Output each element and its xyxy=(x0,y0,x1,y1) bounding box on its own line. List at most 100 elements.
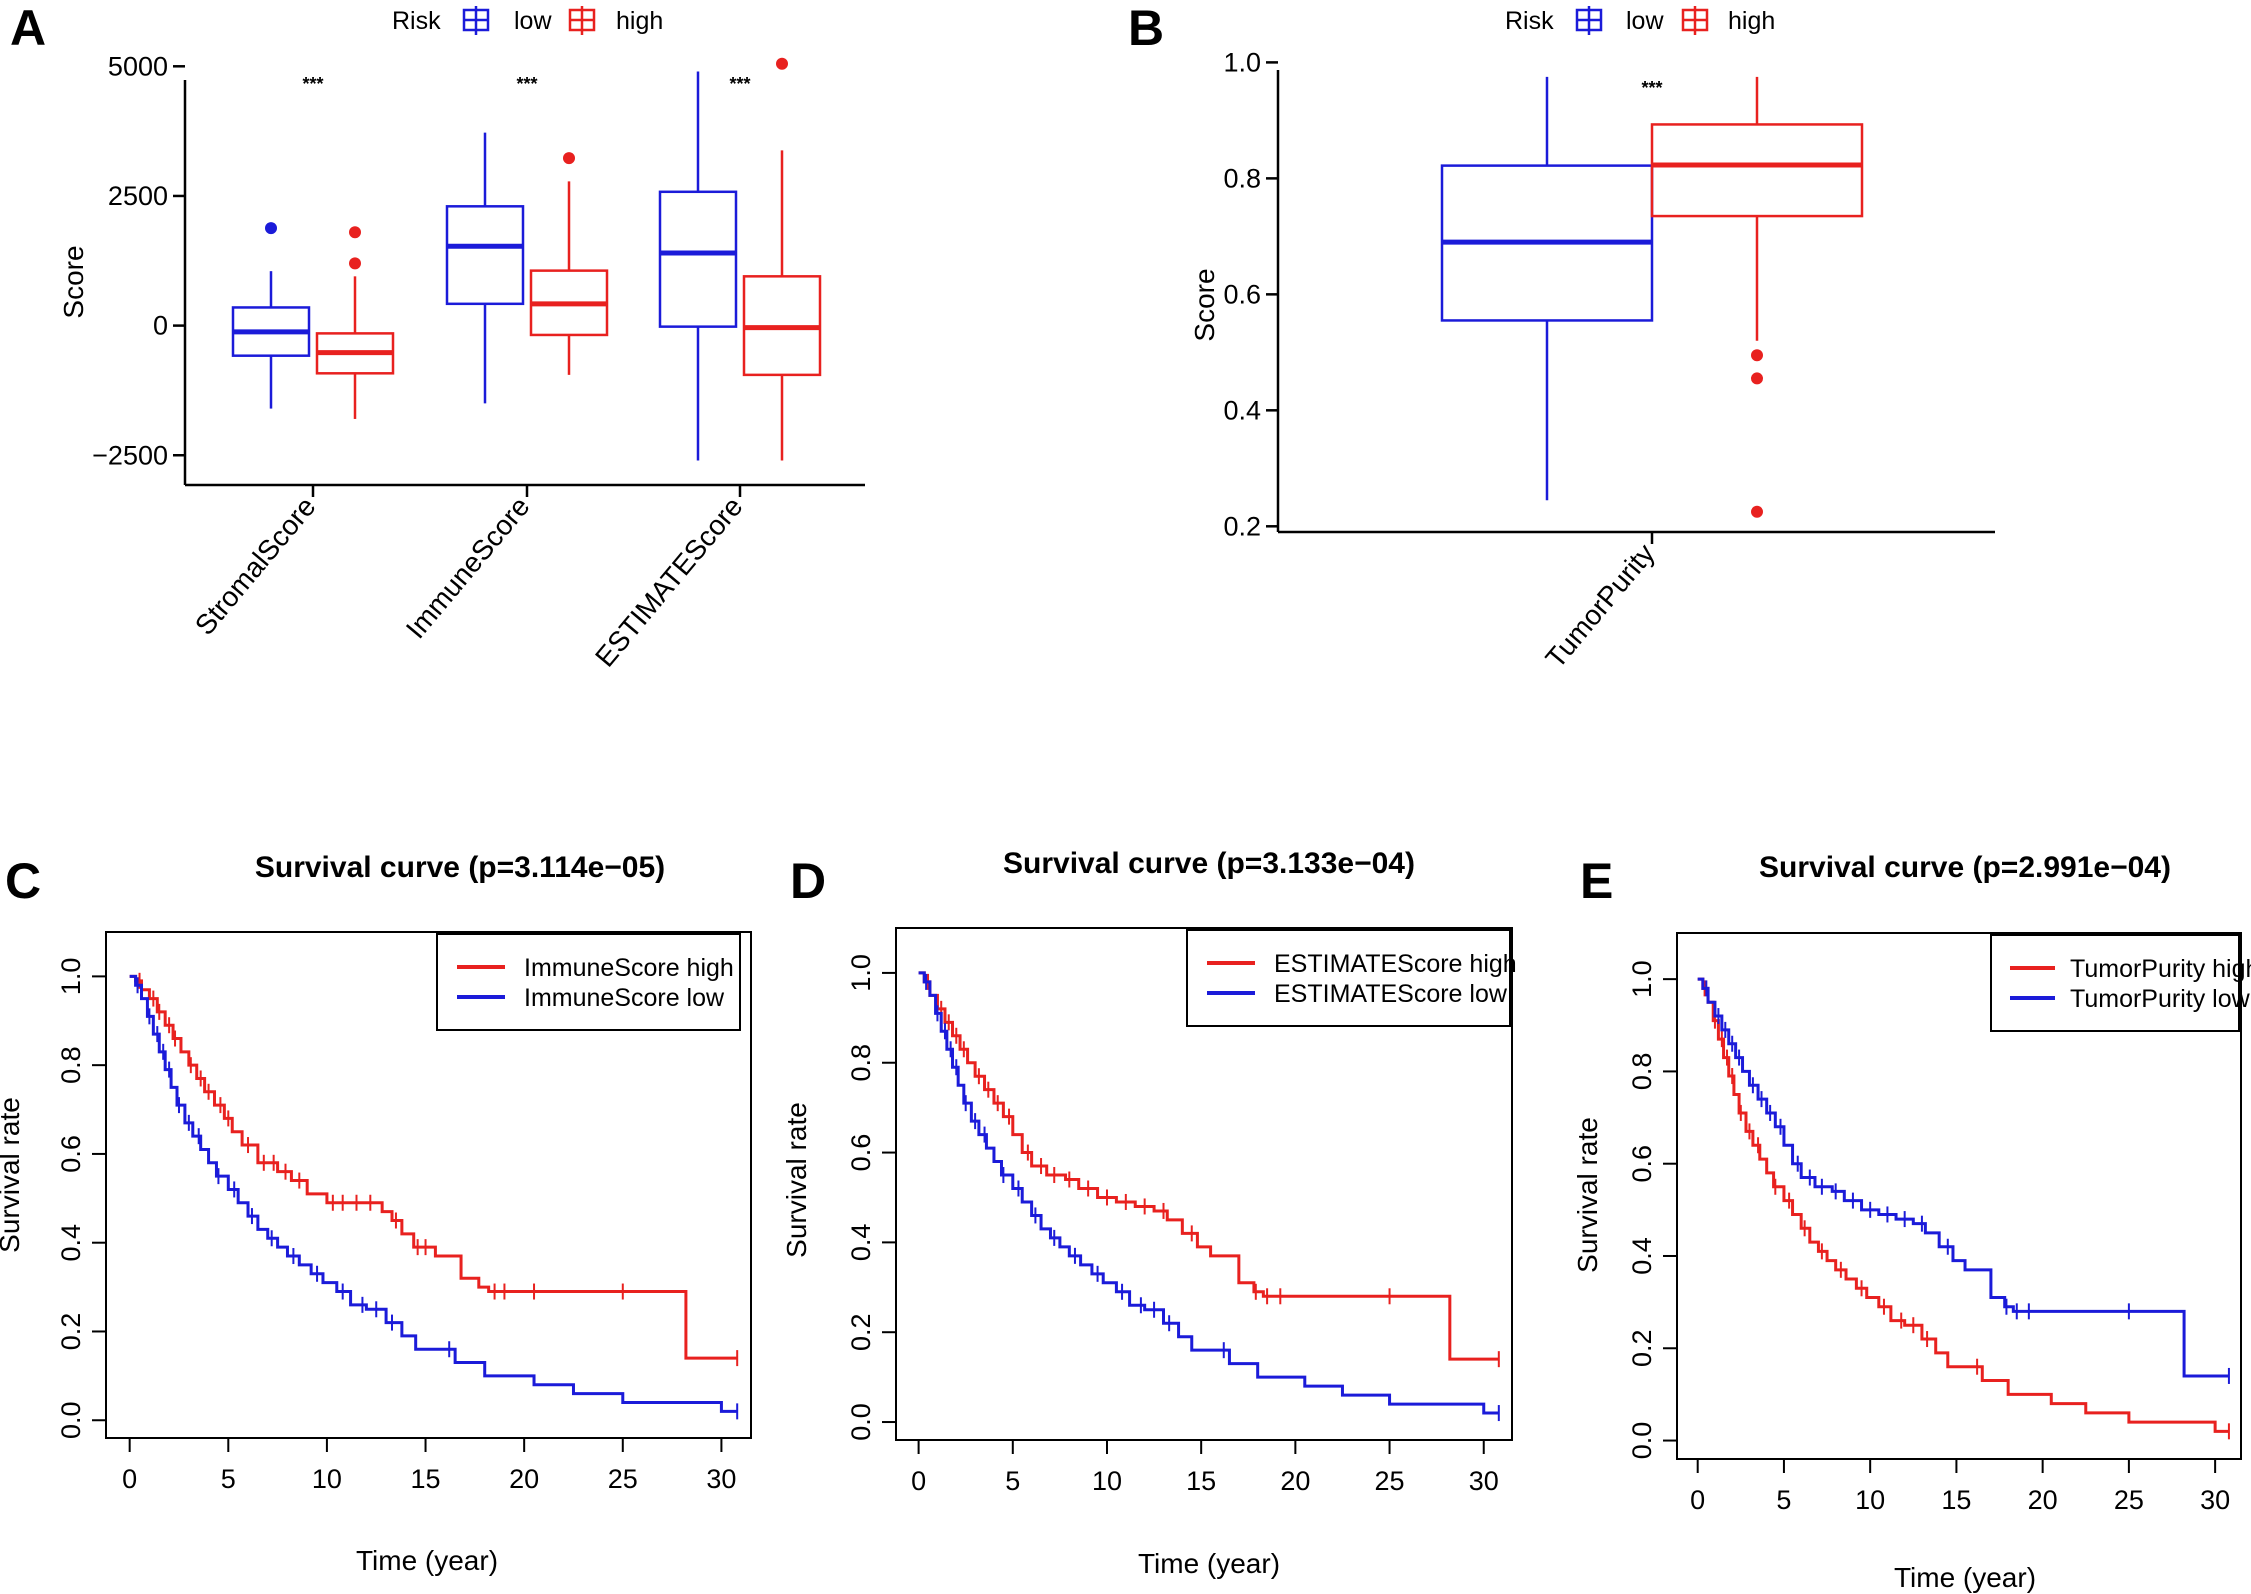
survival-curve-estimatescore-low xyxy=(918,971,1500,1422)
title-c: Survival curve (p=3.114e−05) xyxy=(255,851,665,884)
y-tick-label: 0.0 xyxy=(1627,1422,1657,1460)
survival-step-line xyxy=(918,971,1499,1415)
survival-step-line xyxy=(1697,977,2229,1378)
y-tick-label: −2500 xyxy=(92,440,168,470)
y-tick-label: 0.4 xyxy=(56,1224,86,1262)
outlier-point xyxy=(1751,372,1763,385)
x-tick-label: 0 xyxy=(122,1464,137,1494)
x-tick-label: 15 xyxy=(1186,1466,1216,1496)
x-axis-label-e: Time (year) xyxy=(1894,1562,2036,1593)
legend-label-low-b: low xyxy=(1626,7,1664,35)
outlier-point xyxy=(349,257,361,270)
y-tick-label: 1.0 xyxy=(1627,960,1657,998)
legend-key-high-a xyxy=(568,6,596,35)
x-tick-label: 30 xyxy=(706,1464,736,1494)
legend-a: Risk low high xyxy=(392,6,663,35)
x-tick-label: 25 xyxy=(608,1464,638,1494)
box-low-ImmuneScore xyxy=(445,132,525,404)
outlier-point xyxy=(1751,505,1763,518)
panel-letter-b: B xyxy=(1128,0,1164,56)
box-high-TumorPurity xyxy=(1650,76,1864,518)
y-axis-label-e: Survival rate xyxy=(1572,1117,1603,1273)
legend-title-b: Risk xyxy=(1505,7,1554,35)
y-tick-label: 0.8 xyxy=(1223,163,1261,193)
box-body xyxy=(1650,123,1864,218)
y-tick-label: 0.6 xyxy=(1627,1145,1657,1183)
legend-label-low-e: TumorPurity low xyxy=(2070,985,2251,1013)
x-tick-label: 30 xyxy=(1469,1466,1499,1496)
legend-label-low-d: ESTIMATEScore low xyxy=(1274,980,1508,1008)
significance-label: *** xyxy=(302,74,323,94)
box-body xyxy=(658,190,738,328)
y-tick-label: 0.8 xyxy=(846,1044,876,1082)
panel-letter-e: E xyxy=(1580,853,1613,909)
y-tick-label: 0.2 xyxy=(1627,1329,1657,1367)
legend-key-low-a xyxy=(462,6,490,35)
legend-label-high-c: ImmuneScore high xyxy=(524,954,734,982)
panel-letter-c: C xyxy=(5,853,41,909)
x-tick-label: ESTIMATEScore xyxy=(589,491,748,673)
legend-label-high-a: high xyxy=(616,7,663,35)
legend-e: TumorPurity high TumorPurity low xyxy=(1990,934,2251,1032)
legend-box-d xyxy=(1186,929,1511,1027)
survival-step-line xyxy=(129,974,738,1413)
legend-label-high-d: ESTIMATEScore high xyxy=(1274,950,1517,978)
y-tick-label: 2500 xyxy=(108,181,168,211)
x-tick-label: 10 xyxy=(1855,1485,1885,1515)
x-tick-label: 20 xyxy=(509,1464,539,1494)
legend-label-high-e: TumorPurity high xyxy=(2070,955,2251,983)
box-low-StromalScore xyxy=(231,222,311,409)
panel-b: B Risk low high Score 1.0 0.8 0.6 0.4 0.2 Tu… xyxy=(1128,0,1995,674)
significance-label: *** xyxy=(516,74,537,94)
x-tick-label: TumorPurity xyxy=(1540,538,1661,674)
y-tick-label: 0.2 xyxy=(1223,511,1261,541)
survival-curve-tumorpurity-high xyxy=(1697,977,2230,1440)
survival-curve-immunescore-high xyxy=(129,972,739,1367)
significance-label: *** xyxy=(729,74,750,94)
survival-step-line xyxy=(918,971,1499,1361)
legend-b: Risk low high xyxy=(1505,6,1775,35)
x-tick-label: 0 xyxy=(911,1466,926,1496)
x-tick-label: 0 xyxy=(1690,1485,1705,1515)
y-tick-label: 0.4 xyxy=(1627,1237,1657,1275)
survival-curve-estimatescore-high xyxy=(918,971,1500,1368)
x-tick-label: 10 xyxy=(312,1464,342,1494)
x-tick-label: 5 xyxy=(221,1464,236,1494)
y-tick-label: 0.6 xyxy=(846,1134,876,1172)
x-tick-label: 25 xyxy=(2114,1485,2144,1515)
x-tick-label: 15 xyxy=(411,1464,441,1494)
outlier-point xyxy=(1751,349,1763,362)
y-tick-label: 0.0 xyxy=(846,1403,876,1441)
outlier-point xyxy=(563,152,575,165)
legend-c: ImmuneScore high ImmuneScore low xyxy=(436,933,741,1031)
outlier-point xyxy=(349,226,361,239)
x-tick-label: 20 xyxy=(1280,1466,1310,1496)
box-low-ESTIMATEScore xyxy=(658,71,738,461)
x-tick-label: 20 xyxy=(2028,1485,2058,1515)
survival-step-line xyxy=(129,974,738,1360)
y-axis-label-a: Score xyxy=(58,245,89,318)
legend-box-e xyxy=(1990,934,2240,1032)
title-e: Survival curve (p=2.991e−04) xyxy=(1759,851,2171,884)
x-tick-label: ImmuneScore xyxy=(400,491,536,644)
survival-step-line xyxy=(1697,977,2229,1433)
y-tick-label: 0.4 xyxy=(846,1224,876,1262)
y-tick-label: 0.0 xyxy=(56,1401,86,1439)
panel-letter-a: A xyxy=(10,0,46,56)
significance-label: *** xyxy=(1641,78,1662,98)
x-tick-label: 15 xyxy=(1941,1485,1971,1515)
x-axis-label-c: Time (year) xyxy=(356,1545,498,1576)
x-tick-label: 5 xyxy=(1005,1466,1020,1496)
legend-box-c xyxy=(436,933,741,1031)
y-tick-label: 0.8 xyxy=(1627,1053,1657,1091)
panel-letter-d: D xyxy=(790,853,826,909)
box-high-ImmuneScore xyxy=(529,152,609,375)
x-axis-label-d: Time (year) xyxy=(1138,1548,1280,1579)
legend-label-low-a: low xyxy=(514,7,552,35)
outlier-point xyxy=(776,57,788,70)
box-high-StromalScore xyxy=(315,226,395,419)
outlier-point xyxy=(265,222,277,235)
box-body xyxy=(445,205,525,306)
plot-frame-c xyxy=(105,931,752,1439)
y-tick-label: 0.4 xyxy=(1223,395,1261,425)
